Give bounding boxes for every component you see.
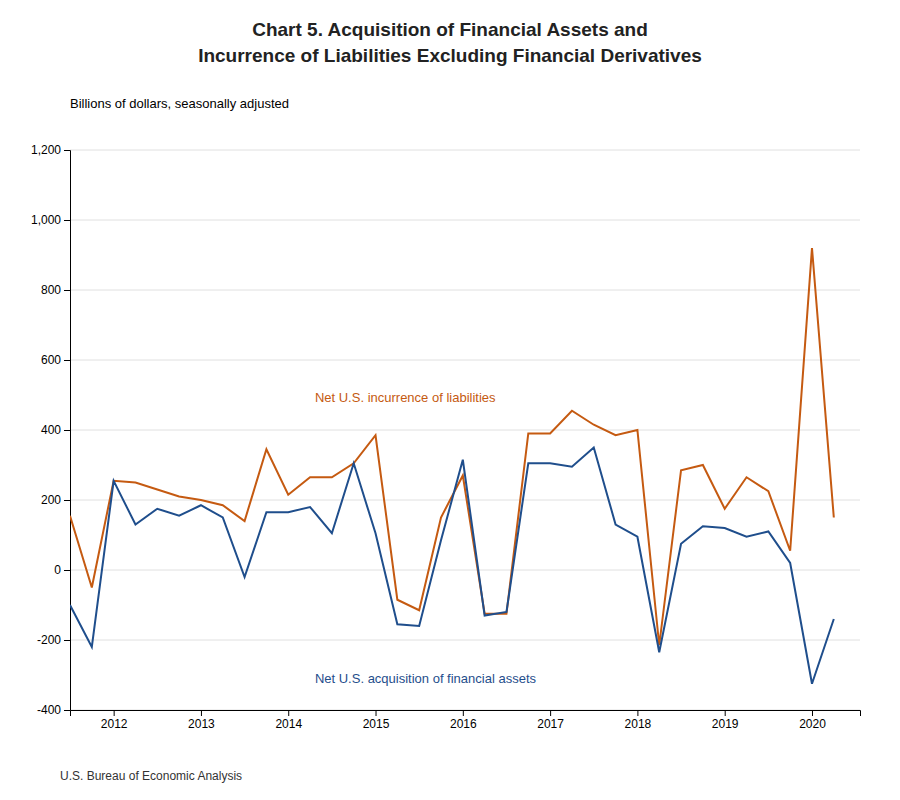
y-axis: -400 -200 0 200 400 600 800 1,000 1,200 <box>31 143 71 717</box>
grid-line <box>70 500 860 501</box>
y-tick-label: 200 <box>41 493 61 507</box>
plot: -400-20002004006008001,0001,200201220132… <box>31 143 861 730</box>
y-tick-label: -400 <box>37 703 61 717</box>
y-tick-mark <box>64 710 70 711</box>
y-tick: -400 <box>37 703 70 717</box>
x-tick: 2020 <box>799 710 826 731</box>
x-tick-mark <box>725 710 726 716</box>
y-tick-label: 600 <box>41 353 61 367</box>
x-tick-label: 2014 <box>275 717 302 731</box>
x-tick-mark <box>550 710 551 716</box>
grid-line <box>70 640 860 641</box>
grid <box>70 150 860 710</box>
title: Chart 5. Acquisition of Financial Assets… <box>252 19 648 40</box>
subtitle: Billions of dollars, seasonally adjusted <box>70 96 289 111</box>
x-tick-label: 2020 <box>799 717 826 731</box>
x-tick-mark <box>288 710 289 716</box>
y-tick: 1,000 <box>31 213 70 227</box>
chart-svg: Chart 5. Acquisition of Financial Assets… <box>0 0 900 800</box>
series-line <box>70 448 834 684</box>
y-tick-label: 0 <box>54 563 61 577</box>
y-tick: 800 <box>41 283 70 297</box>
title: Incurrence of Liabilities Excluding Fina… <box>198 45 702 66</box>
x-tick-label: 2017 <box>537 717 564 731</box>
x-axis-line <box>71 711 861 717</box>
y-tick-label: 400 <box>41 423 61 437</box>
series-line <box>70 248 834 645</box>
x-tick-mark <box>201 710 202 716</box>
y-tick-mark <box>64 290 70 291</box>
x-tick: 2019 <box>712 710 739 731</box>
x-tick: 2013 <box>188 710 215 731</box>
x-tick-mark <box>812 710 813 716</box>
y-tick-label: 1,000 <box>31 213 61 227</box>
grid-line <box>70 290 860 291</box>
x-tick: 2012 <box>101 710 128 731</box>
y-tick-mark <box>64 360 70 361</box>
y-tick-label: -200 <box>37 633 61 647</box>
series-label: Net U.S. acquisition of financial assets <box>315 671 537 686</box>
x-tick-mark <box>463 710 464 716</box>
y-tick-label: 1,200 <box>31 143 61 157</box>
source: U.S. Bureau of Economic Analysis <box>60 769 242 783</box>
x-tick: 2016 <box>450 710 477 731</box>
x-tick: 2015 <box>363 710 390 731</box>
x-tick-label: 2012 <box>101 717 128 731</box>
y-tick: 0 <box>54 563 70 577</box>
grid-line <box>70 150 860 151</box>
x-tick: 2014 <box>275 710 302 731</box>
y-tick-mark <box>64 500 70 501</box>
x-tick: 2018 <box>625 710 652 731</box>
lines <box>70 248 834 684</box>
y-tick: -200 <box>37 633 70 647</box>
x-tick-label: 2013 <box>188 717 215 731</box>
x-tick: 2017 <box>537 710 564 731</box>
x-tick-label: 2019 <box>712 717 739 731</box>
y-tick-mark <box>64 150 70 151</box>
series-labels: Net U.S. incurrence of liabilities Net U.… <box>315 390 537 686</box>
x-axis: 2012 2013 2014 2015 2016 2017 2018 2019 2020 <box>71 710 861 731</box>
y-tick: 400 <box>41 423 70 437</box>
series-label: Net U.S. incurrence of liabilities <box>315 390 496 405</box>
grid-line <box>70 570 860 571</box>
y-tick: 1,200 <box>31 143 70 157</box>
y-tick-mark <box>64 570 70 571</box>
y-tick-mark <box>64 220 70 221</box>
y-tick: 200 <box>41 493 70 507</box>
y-tick-mark <box>64 430 70 431</box>
grid-line <box>70 430 860 431</box>
x-tick-mark <box>114 710 115 716</box>
grid-line <box>70 220 860 221</box>
x-tick-mark <box>376 710 377 716</box>
x-tick-label: 2018 <box>625 717 652 731</box>
x-tick-label: 2015 <box>363 717 390 731</box>
y-tick-label: 800 <box>41 283 61 297</box>
x-tick-mark <box>637 710 638 716</box>
y-tick-mark <box>64 640 70 641</box>
grid-line <box>70 360 860 361</box>
y-tick: 600 <box>41 353 70 367</box>
x-tick-label: 2016 <box>450 717 477 731</box>
y-axis-line <box>64 151 71 711</box>
